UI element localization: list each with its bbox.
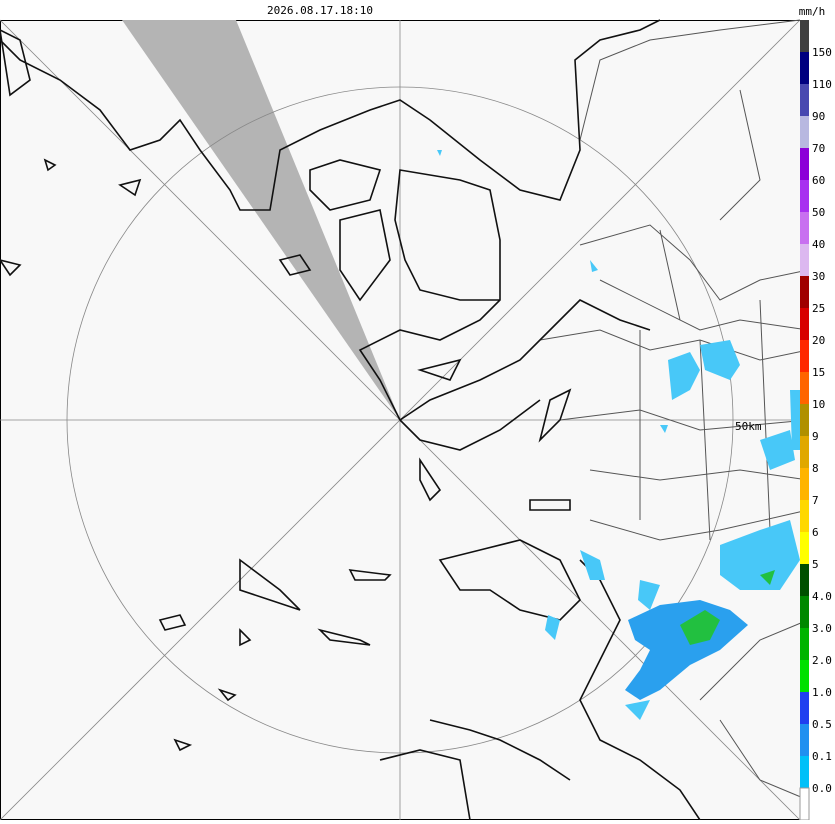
legend-swatch bbox=[800, 756, 809, 788]
legend-label: 110 bbox=[812, 78, 832, 91]
legend-label: 8 bbox=[812, 462, 819, 475]
legend-label: 150 bbox=[812, 46, 832, 59]
legend-label: 0.5 bbox=[812, 718, 832, 731]
legend-swatch bbox=[800, 308, 809, 340]
legend-swatch bbox=[800, 436, 809, 468]
legend-swatch bbox=[800, 116, 809, 148]
legend-label: 70 bbox=[812, 142, 825, 155]
legend-swatch bbox=[800, 340, 809, 372]
legend-label: 7 bbox=[812, 494, 819, 507]
legend-swatch bbox=[800, 532, 809, 564]
coastline bbox=[309, 159, 651, 502]
legend-label: 2.0 bbox=[812, 654, 832, 667]
range-label: 50km bbox=[735, 420, 762, 433]
legend-label: 1.0 bbox=[812, 686, 832, 699]
legend-label: 25 bbox=[812, 302, 825, 315]
rain-area bbox=[720, 520, 800, 590]
legend-label: 4.0 bbox=[812, 590, 832, 603]
legend-swatch bbox=[800, 20, 809, 52]
legend-swatch bbox=[800, 404, 809, 436]
legend-swatch bbox=[800, 148, 809, 180]
coastline bbox=[0, 19, 661, 211]
legend-label: 10 bbox=[812, 398, 825, 411]
legend-swatch bbox=[800, 692, 809, 724]
legend-label: 6 bbox=[812, 526, 819, 539]
legend-label: 20 bbox=[812, 334, 825, 347]
legend-swatch bbox=[800, 564, 809, 596]
legend-swatch bbox=[799, 787, 810, 821]
timestamp: 2026.08.17.18:10 bbox=[267, 4, 373, 17]
legend-label: 30 bbox=[812, 270, 825, 283]
legend-label: 15 bbox=[812, 366, 825, 379]
precipitation bbox=[437, 150, 800, 720]
legend-label: 60 bbox=[812, 174, 825, 187]
legend-label: 40 bbox=[812, 238, 825, 251]
legend-label: 90 bbox=[812, 110, 825, 123]
legend-swatch bbox=[800, 596, 809, 628]
admin-borders bbox=[539, 19, 809, 801]
legend-label: 3.0 bbox=[812, 622, 832, 635]
legend-label: 0.0 bbox=[812, 782, 832, 795]
legend-swatch bbox=[800, 500, 809, 532]
legend-label: 0.1 bbox=[812, 750, 832, 763]
coastline bbox=[0, 29, 701, 821]
legend-swatch bbox=[800, 180, 809, 212]
unit-label: mm/h bbox=[799, 5, 826, 18]
legend-swatch bbox=[800, 212, 809, 244]
beam-blockage bbox=[122, 20, 400, 420]
legend-swatch bbox=[800, 244, 809, 276]
legend-swatch bbox=[800, 660, 809, 692]
legend-swatch bbox=[800, 372, 809, 404]
legend-label: 9 bbox=[812, 430, 819, 443]
legend-swatch bbox=[800, 628, 809, 660]
legend-swatch bbox=[800, 468, 809, 500]
legend-swatch bbox=[800, 724, 809, 756]
map-area: 50km bbox=[0, 19, 809, 821]
legend-swatch bbox=[800, 52, 809, 84]
legend-swatch bbox=[800, 276, 809, 308]
legend-label: 5 bbox=[812, 558, 819, 571]
legend-label: 50 bbox=[812, 206, 825, 219]
legend-swatch bbox=[800, 84, 809, 116]
